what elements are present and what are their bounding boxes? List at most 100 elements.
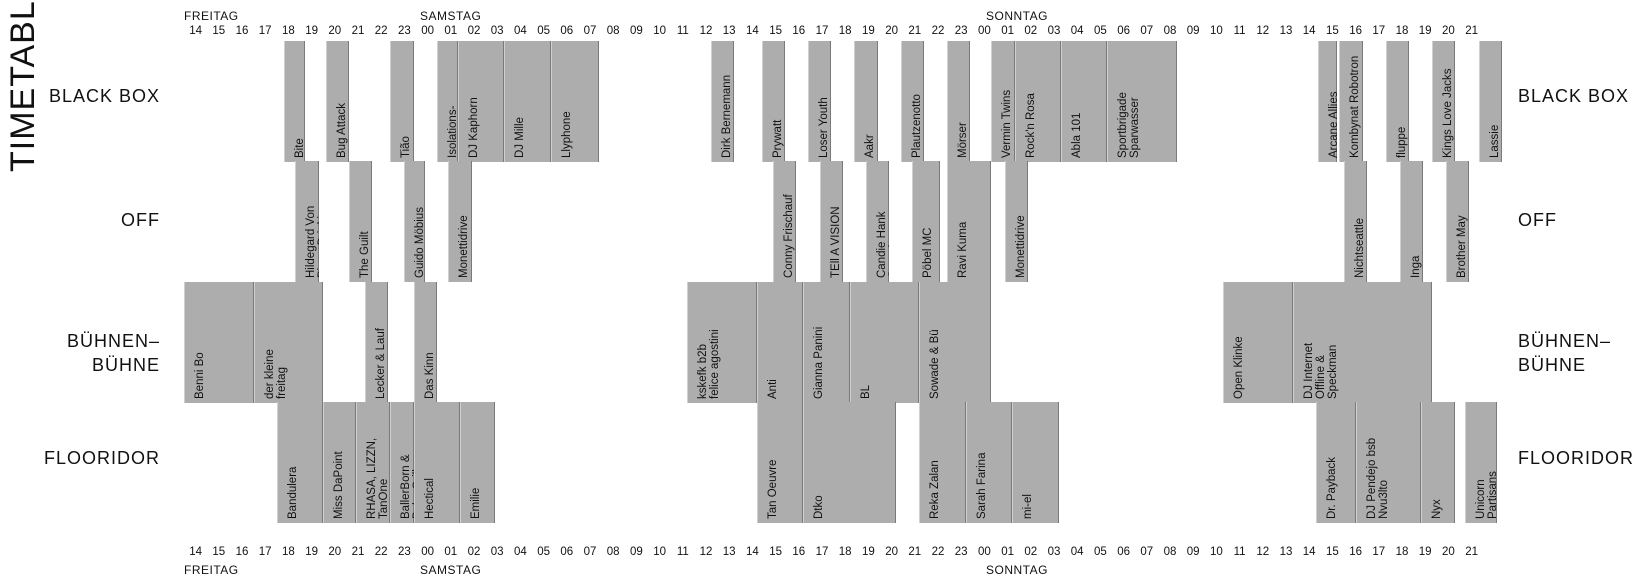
slot-black-box[interactable]: Bite xyxy=(283,41,305,162)
slot-off[interactable]: Monettidrive xyxy=(448,161,472,282)
hour-tick-bottom: 18 xyxy=(1395,546,1409,558)
slot-black-box[interactable]: Bug Attack xyxy=(325,41,349,162)
slot-off[interactable]: Ravi Kuma xyxy=(947,161,992,282)
slot-artist-name: DJ Mille xyxy=(514,117,527,158)
slot-black-box[interactable]: fluppe xyxy=(1385,41,1409,162)
slot-artist-name: DJ Kaphorn xyxy=(467,97,480,158)
slot-black-box[interactable]: Dirk Bernemann xyxy=(710,41,734,162)
slot-black-box[interactable]: DJ Mille xyxy=(504,41,551,162)
slot-off[interactable]: The Guilt xyxy=(348,161,372,282)
stage-label-black-box: BLACK BOX xyxy=(48,86,160,106)
slot-buehnen[interactable]: BL xyxy=(849,282,920,403)
hour-tick-top: 15 xyxy=(1325,25,1339,37)
slot-flooridor[interactable]: Nyx xyxy=(1420,402,1456,523)
slot-black-box[interactable]: Vermin Twins xyxy=(991,41,1015,162)
hour-tick-bottom: 15 xyxy=(1325,546,1339,558)
slot-off[interactable]: Inga xyxy=(1399,161,1423,282)
hour-tick-bottom: 22 xyxy=(374,546,388,558)
slot-black-box[interactable]: Abla 101 xyxy=(1060,41,1108,162)
slot-black-box[interactable]: Llyphone xyxy=(550,41,600,162)
slot-buehnen[interactable]: der kleine freitag xyxy=(253,282,324,403)
hour-tick-top: 20 xyxy=(1441,25,1455,37)
stage-label-off: OFF xyxy=(121,210,160,230)
slot-artist-name: kskefk b2b felice agostini xyxy=(697,329,722,399)
hour-tick-bottom: 14 xyxy=(745,546,759,558)
hour-tick-bottom: 18 xyxy=(838,546,852,558)
hour-tick-bottom: 04 xyxy=(513,546,527,558)
slot-flooridor[interactable]: mi-el xyxy=(1012,402,1059,523)
slot-buehnen[interactable]: Open Klinke xyxy=(1223,282,1293,403)
slot-flooridor[interactable]: Sarah Farina xyxy=(965,402,1013,523)
hour-tick-bottom: 15 xyxy=(212,546,226,558)
slot-buehnen[interactable]: Das Kinn xyxy=(413,282,437,403)
hour-tick-top: 03 xyxy=(490,25,504,37)
hour-tick-bottom: 01 xyxy=(1001,546,1014,558)
hour-tick-bottom: 15 xyxy=(769,546,782,558)
slot-flooridor[interactable]: Miss DaPoint xyxy=(323,402,356,523)
slot-black-box[interactable]: Sportbrigade Sparwasser xyxy=(1107,41,1177,162)
slot-black-box[interactable]: Kings Love Jacks xyxy=(1432,41,1456,162)
slot-flooridor[interactable]: Hectical xyxy=(413,402,461,523)
slot-off[interactable]: Nichtseattle xyxy=(1344,161,1368,282)
slot-black-box[interactable]: Prywatt xyxy=(761,41,785,162)
hour-tick-bottom: 06 xyxy=(1117,546,1130,558)
slot-black-box[interactable]: DJ Kaphorn xyxy=(457,41,505,162)
slot-off[interactable]: Conny Frischauf xyxy=(773,161,797,282)
slot-flooridor[interactable]: Unicorn Partisans xyxy=(1464,402,1498,523)
hour-tick-bottom: 21 xyxy=(908,546,922,558)
slot-artist-name: Llyphone xyxy=(560,111,573,158)
slot-buehnen[interactable]: Anti xyxy=(757,282,804,403)
slot-artist-name: Hildegard Von Binge Drinking xyxy=(305,203,318,278)
slot-black-box[interactable]: Kombynat Robotron xyxy=(1339,41,1363,162)
slot-flooridor[interactable]: Emilie xyxy=(460,402,495,523)
slot-off[interactable]: Guido Möbius xyxy=(404,161,426,282)
slot-off[interactable]: Hildegard Von Binge Drinking xyxy=(295,161,319,282)
slot-buehnen[interactable]: Benni Bo xyxy=(184,282,254,403)
slot-buehnen[interactable]: Sowade & Bü xyxy=(919,282,992,403)
slot-artist-name: TEll A VISION xyxy=(829,206,842,278)
slot-flooridor[interactable]: Dr. Payback xyxy=(1316,402,1356,523)
slot-artist-name: Bite xyxy=(293,138,305,158)
hour-tick-top: 18 xyxy=(281,25,295,37)
hour-tick-bottom: 19 xyxy=(305,546,318,558)
slot-flooridor[interactable]: Tan Oeuvre xyxy=(757,402,804,523)
slot-buehnen[interactable]: DJ Internet Offline & Speckman xyxy=(1292,282,1433,403)
slot-black-box[interactable]: Isolations- gemeinschaft xyxy=(436,41,458,162)
slot-flooridor[interactable]: Dtko xyxy=(803,402,897,523)
slot-black-box[interactable]: Arcane Allies xyxy=(1318,41,1338,162)
slot-artist-name: BL xyxy=(859,384,872,399)
slot-artist-name: RHASA, LIZZN, TanOne xyxy=(365,437,390,519)
slot-artist-name: Nichtseattle xyxy=(1354,217,1366,278)
slot-black-box[interactable]: Lassie xyxy=(1478,41,1502,162)
slot-off[interactable]: Pöbel MC xyxy=(912,161,941,282)
hour-tick-bottom: 10 xyxy=(1209,546,1223,558)
slot-black-box[interactable]: Tião xyxy=(390,41,414,162)
stage-label-buehnen-right: BÜHNEN– BÜHNE xyxy=(1518,331,1612,375)
slot-flooridor[interactable]: DJ Pendejo bsb Nvu3lto xyxy=(1355,402,1421,523)
slot-flooridor[interactable]: RHASA, LIZZN, TanOne xyxy=(355,402,391,523)
hour-tick-top: 00 xyxy=(977,25,991,37)
slot-off[interactable]: Monettidrive xyxy=(1005,161,1029,282)
slot-off[interactable]: TEll A VISION xyxy=(819,161,843,282)
slot-artist-name: BallerBorn & Baby Grill xyxy=(400,454,413,519)
slot-black-box[interactable]: Plautzenotto xyxy=(900,41,925,162)
slot-off[interactable]: Brother May xyxy=(1446,161,1470,282)
slot-flooridor[interactable]: Bandulera xyxy=(276,402,324,523)
slot-flooridor[interactable]: Reka Zalan xyxy=(919,402,966,523)
hour-tick-bottom: 09 xyxy=(629,546,643,558)
hour-tick-top: 12 xyxy=(1256,25,1270,37)
stage-label-off-right: OFF xyxy=(1518,210,1557,230)
hour-tick-top: 12 xyxy=(699,25,713,37)
slot-black-box[interactable]: Aakr xyxy=(854,41,878,162)
slot-buehnen[interactable]: kskefk b2b felice agostini xyxy=(687,282,758,403)
hour-tick-bottom: 06 xyxy=(560,546,574,558)
slot-buehnen[interactable]: Gianna Panini xyxy=(803,282,850,403)
slot-black-box[interactable]: Loser Youth xyxy=(808,41,832,162)
slot-off[interactable]: Candie Hank Soundsystem xyxy=(866,161,890,282)
slot-black-box[interactable]: Rock'n Rosa xyxy=(1014,41,1061,162)
slot-buehnen[interactable]: Lecker & Lauf xyxy=(364,282,389,403)
hour-tick-top: 14 xyxy=(745,25,759,37)
slot-flooridor[interactable]: BallerBorn & Baby Grill xyxy=(390,402,414,523)
slot-black-box[interactable]: Mörser xyxy=(947,41,971,162)
hour-tick-bottom: 20 xyxy=(1441,546,1455,558)
